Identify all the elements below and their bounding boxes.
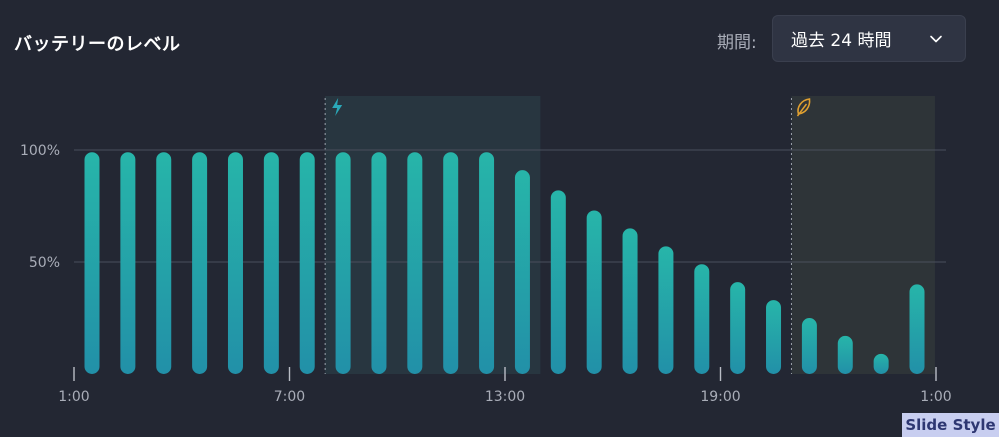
battery-bar[interactable]: [84, 152, 100, 374]
lightning-icon: [332, 98, 343, 116]
battery-bar[interactable]: [694, 264, 710, 374]
battery-bar[interactable]: [550, 190, 566, 374]
battery-bar[interactable]: [479, 152, 495, 374]
y-tick-label: 100%: [20, 143, 60, 159]
x-tick-label: 7:00: [274, 389, 305, 405]
battery-bar[interactable]: [873, 353, 889, 374]
chart-title: バッテリーのレベル: [14, 34, 181, 55]
battery-bar[interactable]: [586, 210, 602, 374]
battery-bar[interactable]: [766, 300, 782, 374]
leaf-icon: [796, 98, 811, 117]
battery-bar[interactable]: [335, 152, 351, 374]
period-dropdown[interactable]: 過去 24 時間: [772, 15, 966, 62]
battery-bar[interactable]: [801, 318, 817, 374]
battery-bar[interactable]: [514, 170, 530, 374]
battery-bar[interactable]: [837, 335, 853, 374]
period-label: 期間:: [717, 33, 757, 53]
battery-bar[interactable]: [192, 152, 208, 374]
battery-bar[interactable]: [263, 152, 279, 374]
x-tick-label: 1:00: [920, 389, 951, 405]
y-tick-label: 50%: [29, 255, 60, 271]
battery-bar[interactable]: [730, 282, 746, 374]
chevron-down-icon: [930, 35, 942, 43]
battery-bar[interactable]: [909, 284, 925, 374]
x-tick-label: 19:00: [700, 389, 740, 405]
period-selected-value: 過去 24 時間: [791, 31, 892, 51]
charging-region: [325, 96, 541, 374]
battery-bar[interactable]: [299, 152, 315, 374]
watermark: Slide Style: [902, 413, 999, 437]
x-tick-label: 1:00: [58, 389, 89, 405]
battery-bar[interactable]: [622, 228, 638, 374]
battery-bar[interactable]: [371, 152, 387, 374]
battery-bar[interactable]: [156, 152, 172, 374]
battery-bar[interactable]: [443, 152, 459, 374]
battery-bar[interactable]: [120, 152, 136, 374]
x-tick-label: 13:00: [485, 389, 525, 405]
battery-bar[interactable]: [407, 152, 423, 374]
battery-bar[interactable]: [227, 152, 243, 374]
battery-bar[interactable]: [658, 246, 674, 374]
